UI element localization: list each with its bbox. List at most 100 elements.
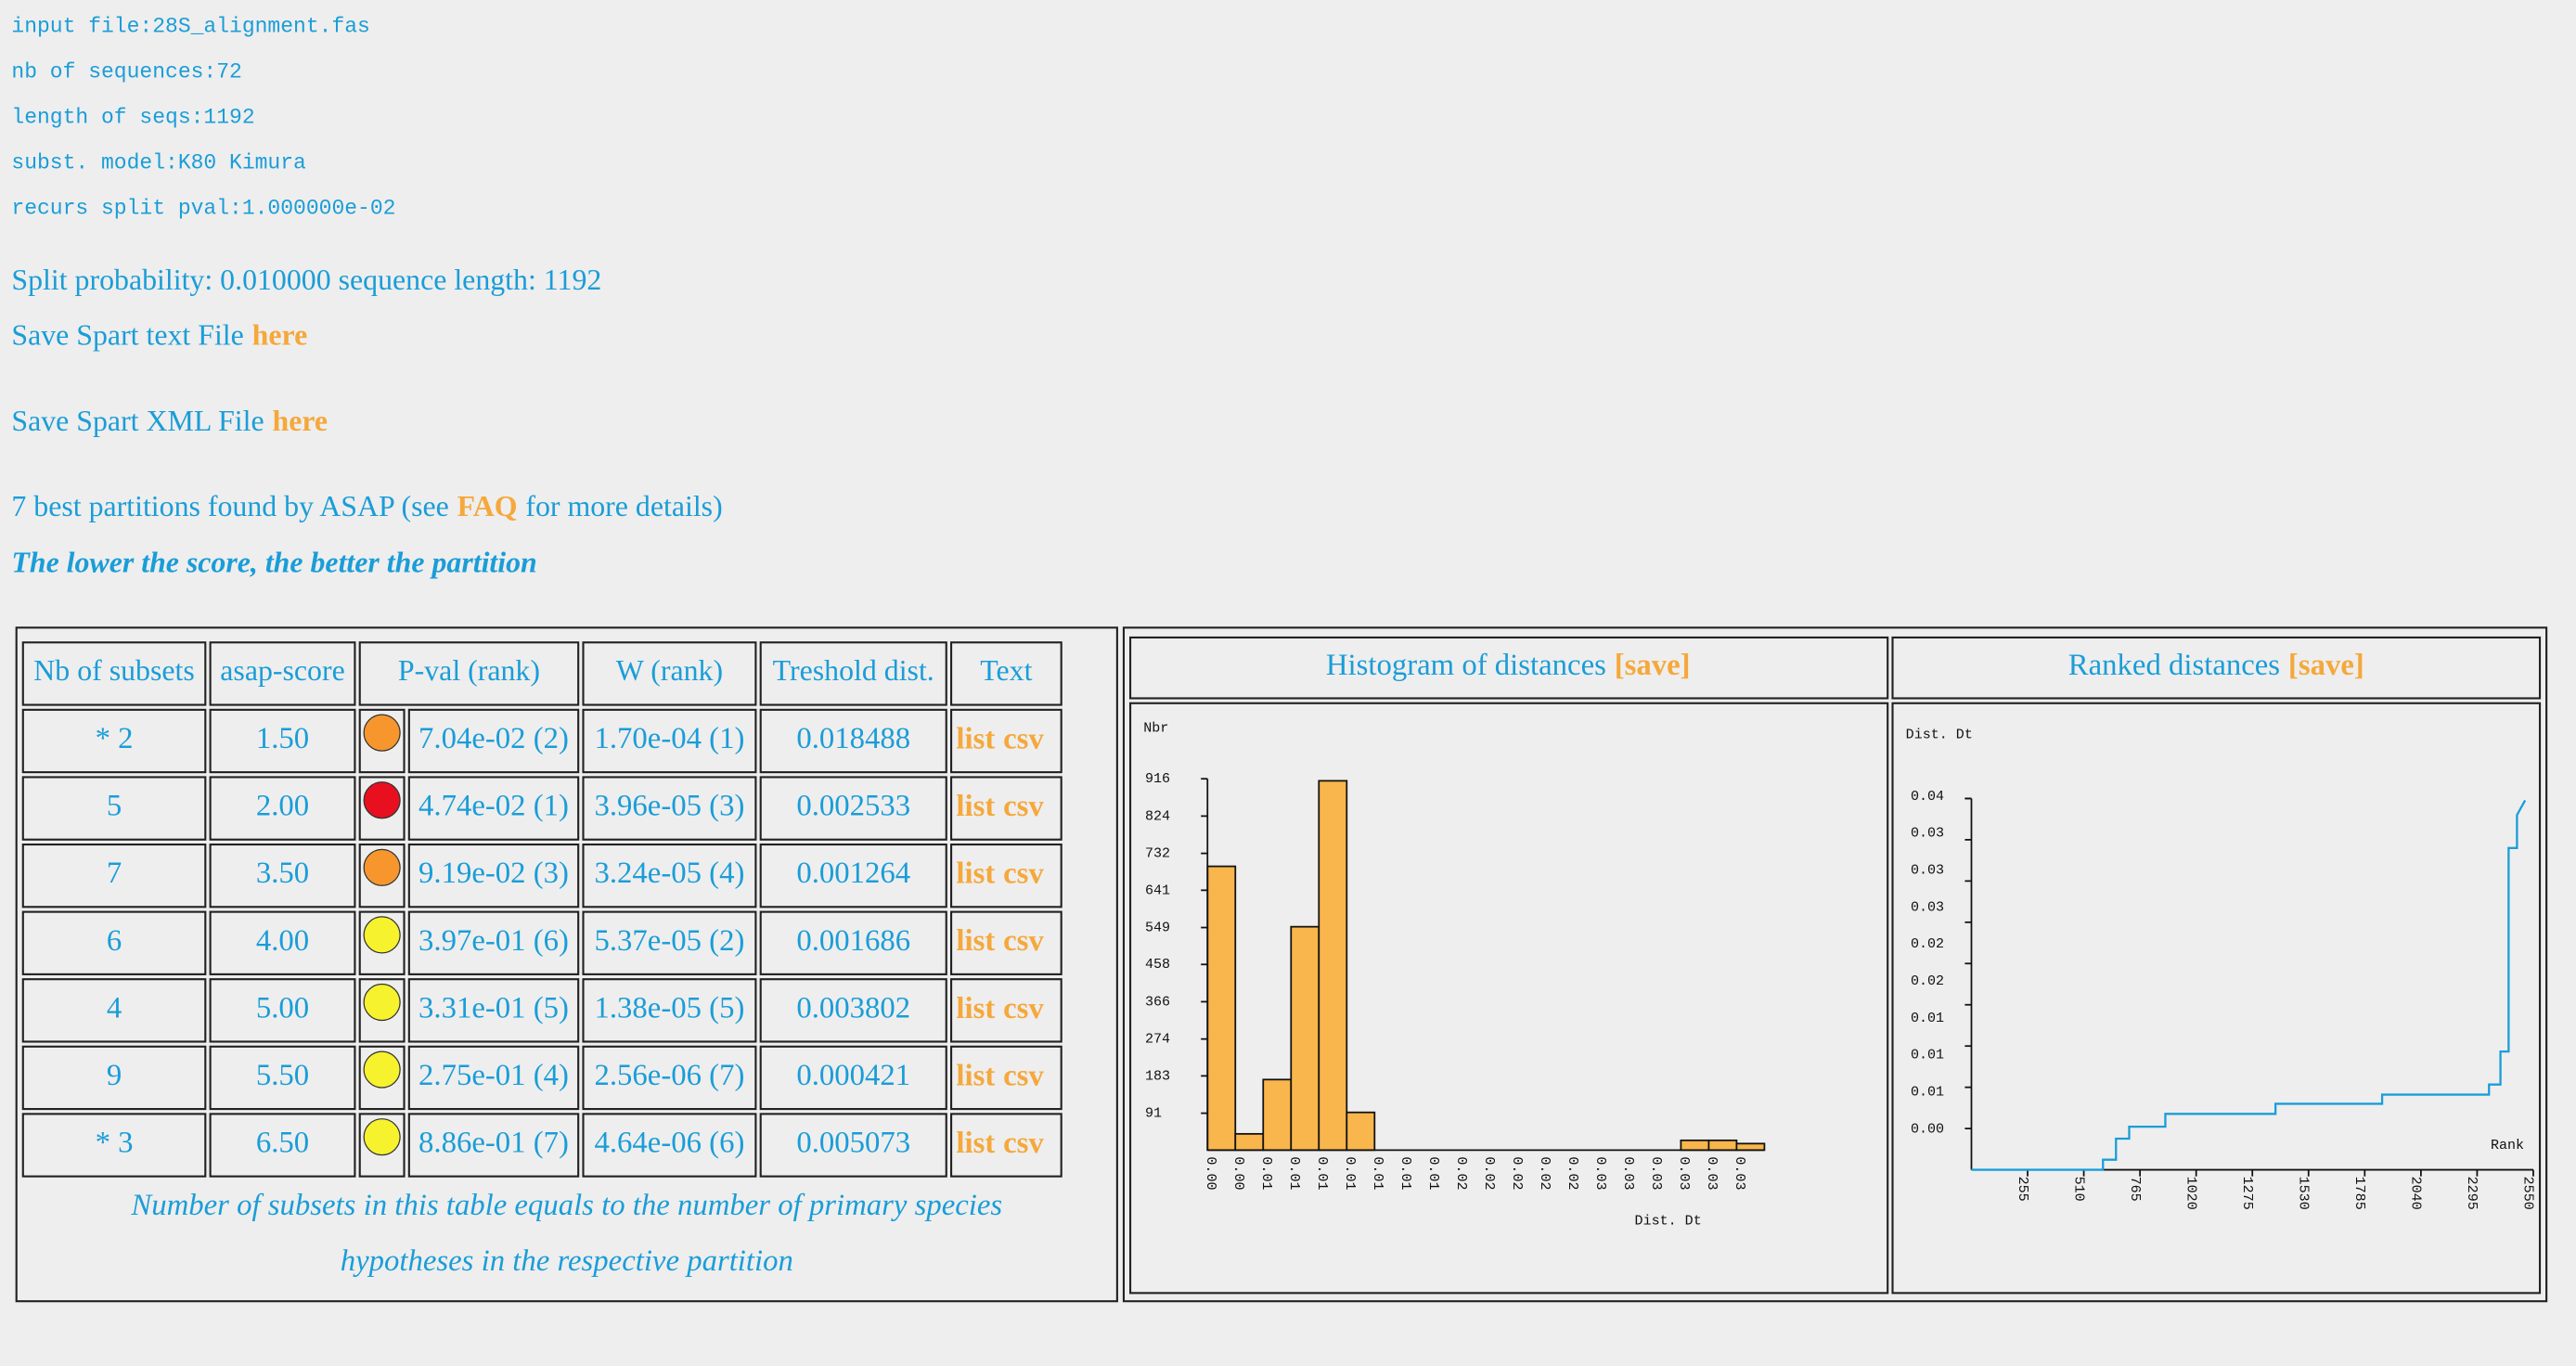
y-tick-label: 0.00	[1911, 1120, 1944, 1137]
list-link[interactable]: list	[956, 924, 995, 958]
x-tick-label: 0.03	[1732, 1156, 1748, 1190]
x-tick-label: 0.03	[1676, 1156, 1693, 1190]
table-frame	[15, 626, 1118, 1303]
ranked-panel	[1891, 702, 2542, 1295]
save-link[interactable]: here	[252, 319, 308, 352]
save-label: Save Spart XML File	[11, 405, 264, 437]
list-link[interactable]: list	[956, 857, 995, 890]
cell	[358, 843, 406, 909]
info-line: length of seqs:1192	[11, 106, 254, 130]
table-note: hypotheses in the respective partition	[341, 1244, 793, 1278]
list-link[interactable]: list	[956, 1127, 995, 1160]
cell-text: 3.31e-01 (5)	[419, 991, 569, 1024]
csv-link[interactable]: csv	[1003, 924, 1044, 958]
list-link[interactable]: list	[956, 722, 995, 755]
y-tick-label: 0.02	[1911, 973, 1944, 989]
list-link[interactable]: list	[956, 790, 995, 823]
x-tick-label: 0.02	[1453, 1156, 1470, 1190]
save-label: Save Spart text File	[11, 319, 243, 352]
cell-text: 3.24e-05 (4)	[594, 857, 744, 890]
links: list csv	[956, 924, 1044, 958]
cell-text: 7	[107, 857, 122, 890]
cell	[209, 708, 356, 774]
cell-text: 1.38e-05 (5)	[594, 991, 744, 1024]
info-line: subst. model:K80 Kimura	[11, 151, 306, 175]
header-cell	[950, 641, 1063, 706]
bar	[1262, 1078, 1293, 1152]
csv-link[interactable]: csv	[1003, 857, 1044, 890]
score-note: The lower the score, the better the part…	[11, 546, 536, 578]
csv-link[interactable]: csv	[1003, 790, 1044, 823]
x-tick-label: 0.01	[1370, 1156, 1386, 1190]
links: list csv	[956, 1127, 1044, 1160]
cell-text: 4	[107, 991, 122, 1024]
column-header: W (rank)	[616, 654, 723, 687]
save-link[interactable]: [save]	[2288, 648, 2364, 681]
cell	[407, 1045, 580, 1111]
csv-link[interactable]: csv	[1003, 1127, 1044, 1160]
x-tick-label: 0.00	[1230, 1156, 1247, 1190]
cell	[407, 776, 580, 841]
y-tick-label: 458	[1145, 956, 1170, 973]
x-tick-label: 0.03	[1592, 1156, 1609, 1190]
links: list csv	[956, 790, 1044, 823]
bar	[1318, 780, 1348, 1152]
cell	[759, 1045, 947, 1111]
cell-text: 0.001264	[796, 857, 910, 890]
links: list csv	[956, 1059, 1044, 1092]
x-tick-label: 0.01	[1342, 1156, 1359, 1190]
cell	[21, 708, 207, 774]
faq-link[interactable]: FAQ	[457, 490, 518, 522]
cell	[209, 1045, 356, 1111]
list-link[interactable]: list	[956, 991, 995, 1024]
csv-link[interactable]: csv	[1003, 1059, 1044, 1092]
charts-frame	[1122, 626, 2548, 1303]
cell	[950, 1113, 1063, 1178]
header-cell	[21, 641, 207, 706]
x-tick-label: 2550	[2520, 1177, 2537, 1210]
cell-text: 5	[107, 790, 122, 823]
x-tick-label: 0.00	[1203, 1156, 1219, 1190]
csv-link[interactable]: csv	[1003, 991, 1044, 1024]
cell-text: 0.001686	[796, 924, 910, 958]
table-note: Number of subsets in this table equals t…	[130, 1189, 1002, 1222]
cell	[209, 978, 356, 1043]
hist-panel	[1128, 702, 1889, 1295]
list-link[interactable]: list	[956, 1059, 995, 1092]
links: list csv	[956, 722, 1044, 755]
cell	[358, 1045, 406, 1111]
save-line: Save Spart text File here	[11, 319, 307, 352]
y-tick-label: 0.03	[1911, 861, 1944, 878]
links: list csv	[956, 857, 1044, 890]
intro-before: 7 best partitions found by ASAP (see	[11, 490, 448, 522]
cell	[759, 708, 947, 774]
x-axis-label: Dist. Dt	[1635, 1212, 1702, 1229]
cell	[950, 978, 1063, 1043]
cell-text: 4.64e-06 (6)	[594, 1127, 744, 1160]
bar	[1206, 865, 1237, 1152]
y-axis-label: Dist. Dt	[1906, 726, 1973, 742]
cell	[358, 708, 406, 774]
cell	[759, 978, 947, 1043]
hist-header	[1128, 636, 1889, 700]
save-link[interactable]: [save]	[1615, 648, 1691, 681]
cell-text: * 3	[96, 1127, 134, 1160]
intro-after: for more details)	[525, 490, 722, 522]
y-tick-label: 0.01	[1911, 1047, 1944, 1063]
save-link[interactable]: here	[273, 405, 328, 437]
save-line: Save Spart XML File here	[11, 405, 328, 437]
y-tick-label: 824	[1145, 807, 1170, 824]
cell	[358, 910, 406, 975]
csv-link[interactable]: csv	[1003, 722, 1044, 755]
header-cell	[759, 641, 947, 706]
cell	[407, 978, 580, 1043]
cell	[21, 776, 207, 841]
cell	[21, 843, 207, 909]
x-tick-label: 1020	[2183, 1177, 2199, 1210]
cell	[582, 708, 757, 774]
cell-text: 1.50	[256, 722, 309, 755]
links: list csv	[956, 991, 1044, 1024]
status-dot	[363, 848, 401, 886]
cell-text: 2.56e-06 (7)	[594, 1059, 744, 1092]
